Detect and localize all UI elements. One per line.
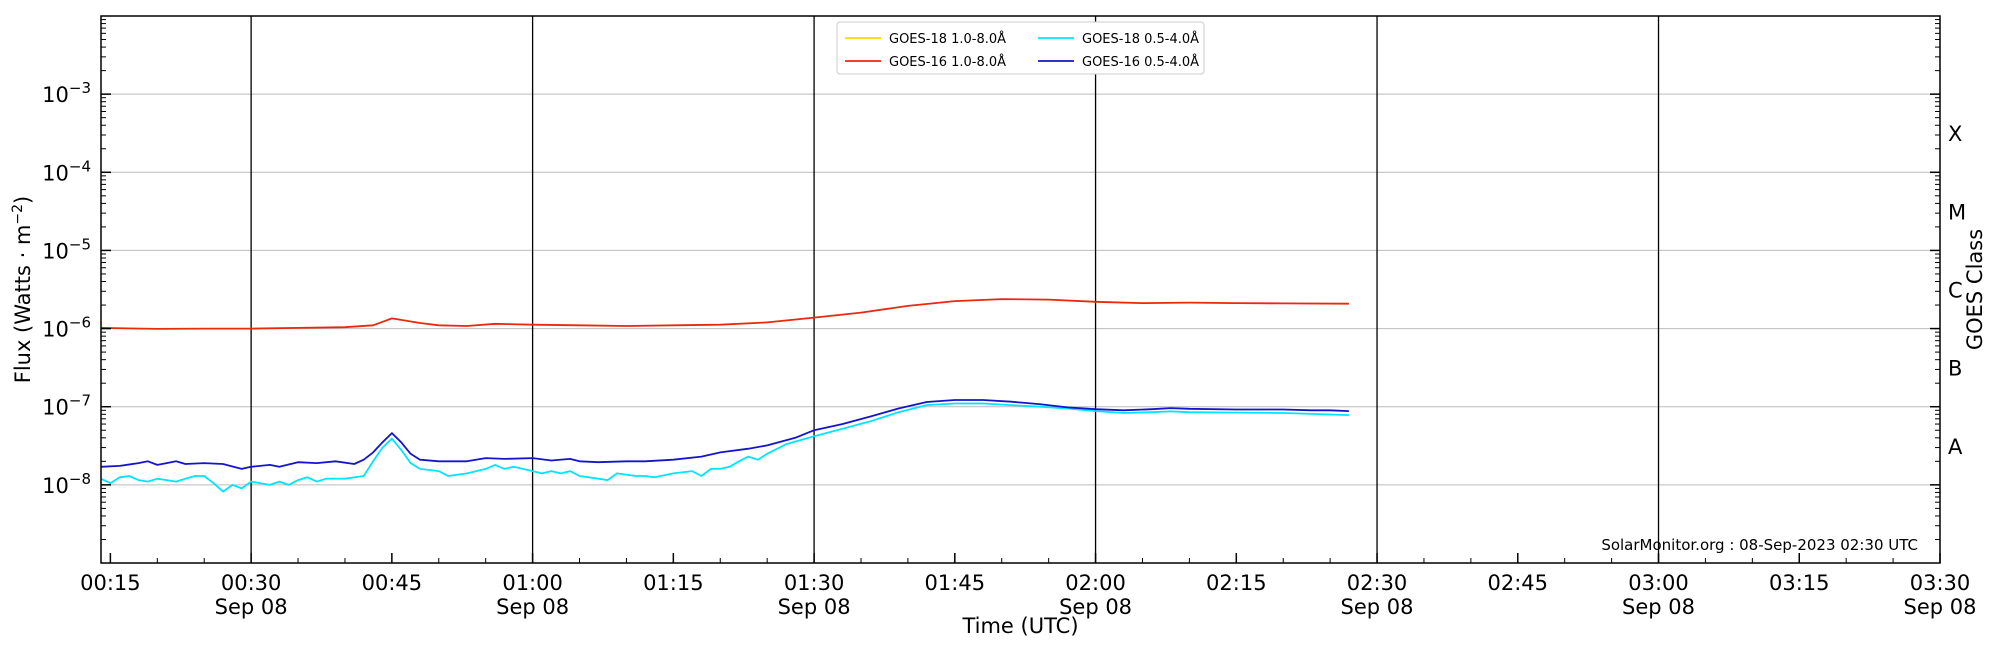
x-tick-label: 03:30 bbox=[1910, 571, 1971, 595]
y-tick-label: 10−8 bbox=[42, 470, 91, 498]
goes-class-label: C bbox=[1948, 279, 1963, 303]
x-tick-label: 00:15 bbox=[80, 571, 141, 595]
y-axis-label-main: Flux (Watts · m bbox=[11, 225, 35, 384]
y-tick-base: 10 bbox=[42, 474, 69, 498]
y-tick-base: 10 bbox=[42, 396, 69, 420]
x-tick-label: 03:00 bbox=[1628, 571, 1689, 595]
goes-class-label: X bbox=[1948, 122, 1962, 146]
x-tick-date-label: Sep 08 bbox=[1904, 595, 1977, 619]
goes-class-label: B bbox=[1948, 357, 1962, 381]
x-tick-label: 02:15 bbox=[1206, 571, 1267, 595]
x-tick-label: 03:15 bbox=[1769, 571, 1830, 595]
y-tick-exponent: −8 bbox=[69, 470, 91, 488]
y-tick-label: 10−5 bbox=[42, 235, 91, 263]
y-tick-exponent: −7 bbox=[69, 392, 91, 410]
y-axis-label: Flux (Watts · m−2) bbox=[10, 196, 35, 384]
series-layer bbox=[100, 298, 1349, 493]
credit-text: SolarMonitor.org : 08-Sep-2023 02:30 UTC bbox=[1601, 536, 1918, 554]
ticks-layer bbox=[101, 19, 1941, 563]
x-tick-date-label: Sep 08 bbox=[215, 595, 288, 619]
y-tick-base: 10 bbox=[42, 239, 69, 263]
x-axis-label: Time (UTC) bbox=[961, 614, 1078, 638]
goes-class-axis-label: GOES Class bbox=[1963, 229, 1987, 350]
y-tick-base: 10 bbox=[42, 161, 69, 185]
y-tick-label: 10−4 bbox=[42, 157, 91, 185]
x-tick-label: 01:45 bbox=[925, 571, 986, 595]
x-tick-date-label: Sep 08 bbox=[496, 595, 569, 619]
y-tick-base: 10 bbox=[42, 318, 69, 342]
legend: GOES-18 1.0-8.0Å GOES-16 1.0-8.0Å GOES-18 … bbox=[836, 21, 1205, 75]
y-tick-label: 10−6 bbox=[42, 314, 91, 342]
y-tick-base: 10 bbox=[42, 83, 69, 107]
x-tick-date-label: Sep 08 bbox=[1341, 595, 1414, 619]
legend-entry: GOES-18 1.0-8.0Å bbox=[889, 31, 1006, 47]
legend-entry: GOES-16 0.5-4.0Å bbox=[1082, 54, 1199, 70]
y-tick-label: 10−7 bbox=[42, 392, 91, 420]
legend-entry: GOES-18 0.5-4.0Å bbox=[1082, 31, 1199, 47]
x-tick-label: 02:45 bbox=[1488, 571, 1549, 595]
goes-class-label: A bbox=[1948, 435, 1963, 459]
goes-class-label: M bbox=[1948, 200, 1966, 224]
x-tick-date-label: Sep 08 bbox=[1059, 595, 1132, 619]
y-tick-label: 10−3 bbox=[42, 79, 91, 107]
y-tick-exponent: −3 bbox=[69, 79, 91, 97]
y-tick-exponent: −6 bbox=[69, 314, 91, 332]
x-tick-label: 01:15 bbox=[643, 571, 704, 595]
x-tick-label: 02:00 bbox=[1065, 571, 1126, 595]
legend-box bbox=[836, 21, 1205, 75]
y-tick-exponent: −5 bbox=[69, 235, 91, 253]
plot-frame bbox=[100, 15, 1941, 564]
x-tick-label: 00:45 bbox=[362, 571, 423, 595]
series-line bbox=[100, 298, 1349, 330]
y-axis-label-close: ) bbox=[11, 196, 35, 204]
series-line bbox=[100, 399, 1349, 470]
x-tick-label: 01:30 bbox=[784, 571, 845, 595]
x-tick-label: 01:00 bbox=[502, 571, 563, 595]
legend-entry: GOES-16 1.0-8.0Å bbox=[889, 54, 1006, 70]
grid-layer bbox=[101, 16, 1940, 563]
x-tick-label: 02:30 bbox=[1347, 571, 1408, 595]
y-tick-exponent: −4 bbox=[69, 157, 91, 175]
y-axis-label-superscript: −2 bbox=[10, 204, 26, 225]
x-tick-label: 00:30 bbox=[221, 571, 282, 595]
x-tick-date-label: Sep 08 bbox=[1622, 595, 1695, 619]
x-tick-date-label: Sep 08 bbox=[778, 595, 851, 619]
series-line bbox=[100, 402, 1349, 493]
